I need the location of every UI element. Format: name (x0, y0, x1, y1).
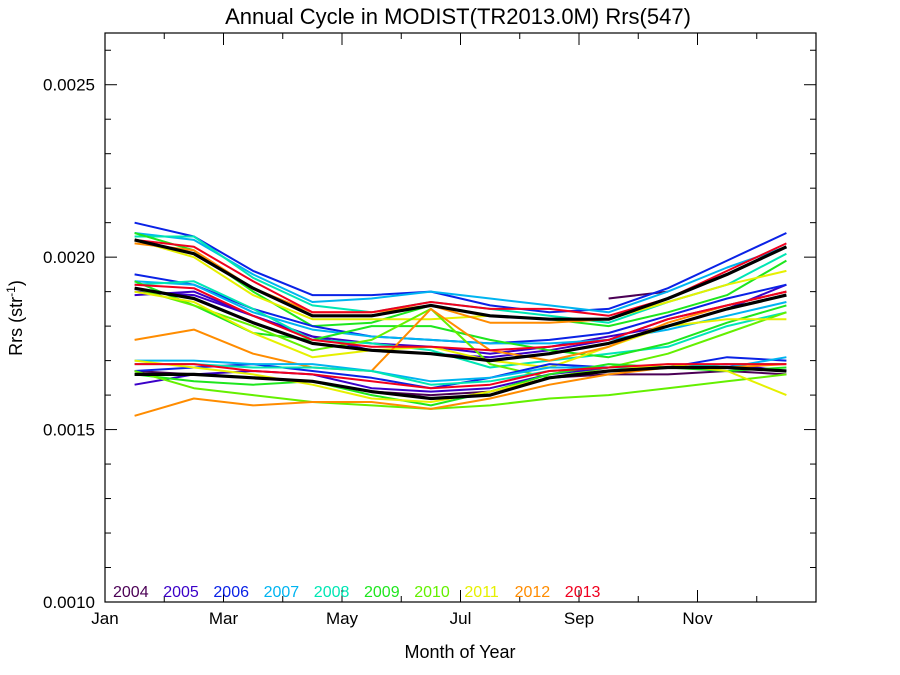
x-tick-label: Nov (682, 609, 713, 628)
legend-entry-2011: 2011 (464, 584, 499, 601)
chart-title: Annual Cycle in MODIST(TR2013.0M) Rrs(54… (225, 4, 691, 29)
climatology-lines (134, 238, 788, 401)
legend-entry-2008: 2008 (314, 584, 350, 601)
legend: 2004 2005 2006 2007 2008 2009 2010 2011 2012 2013 (113, 584, 600, 601)
y-axis-label-superscript: -1 (4, 286, 18, 297)
legend-entry-2005: 2005 (163, 584, 199, 601)
y-tick-label: 0.0020 (43, 248, 95, 267)
climatology-line (134, 286, 787, 363)
series-line-2010 (134, 287, 787, 379)
series-line-2011 (134, 290, 787, 369)
legend-entry-2004: 2004 (113, 584, 149, 601)
x-tick-label: Jan (91, 609, 118, 628)
series-line-2013 (134, 283, 787, 352)
y-axis-label: Rrs (str-1) (4, 280, 26, 356)
series-line-2008 (134, 280, 787, 369)
x-axis-ticks: Jan Mar May Jul Sep Nov (91, 33, 817, 628)
legend-entry-2013: 2013 (565, 584, 601, 601)
series-line-2013 (134, 363, 787, 390)
y-tick-label: 0.0010 (43, 593, 95, 612)
x-axis-label: Month of Year (404, 642, 515, 662)
y-tick-label: 0.0015 (43, 421, 95, 440)
series-line-2011 (134, 238, 787, 321)
legend-entry-2012: 2012 (515, 584, 551, 601)
x-tick-label: Mar (209, 609, 239, 628)
series-line-2004 (608, 290, 669, 300)
y-tick-label: 0.0025 (43, 76, 95, 95)
series-line-2012 (134, 290, 787, 372)
legend-entry-2006: 2006 (213, 584, 249, 601)
series-line-2007 (134, 232, 787, 314)
series-line-2006 (134, 221, 787, 314)
series-line-2007 (134, 280, 787, 345)
legend-entry-2010: 2010 (414, 584, 450, 601)
series-line-2009 (134, 363, 787, 407)
y-axis-label-close: ) (6, 280, 26, 286)
x-tick-label: Jul (450, 609, 472, 628)
x-tick-label: May (326, 609, 359, 628)
y-axis-ticks: 0.0010 0.0015 0.0020 0.0025 (43, 49, 816, 612)
climatology-line (134, 365, 787, 401)
y-axis-label-base: Rrs (str (6, 297, 26, 356)
x-tick-label: Sep (564, 609, 594, 628)
series-line-2010 (134, 370, 787, 410)
climatology-line (134, 238, 788, 321)
legend-entry-2009: 2009 (364, 584, 400, 601)
legend-entry-2007: 2007 (264, 584, 300, 601)
